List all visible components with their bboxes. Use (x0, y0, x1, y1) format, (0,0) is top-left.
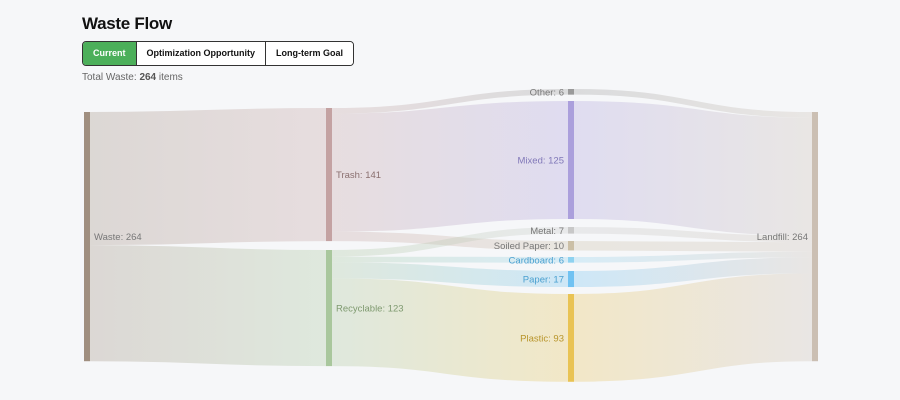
node-label-waste: Waste: 264 (94, 232, 142, 243)
link-mixed-landfill (573, 101, 813, 236)
node-cardboard (568, 257, 574, 263)
view-tabs: Current Optimization Opportunity Long-te… (82, 41, 355, 66)
link-cardboard-landfill (573, 251, 813, 263)
link-trash-mixed (331, 101, 569, 232)
node-soiled (568, 241, 574, 251)
links (89, 89, 813, 382)
tab-optimization-opportunity[interactable]: Optimization Opportunity (135, 42, 266, 65)
link-recyclable-plastic (331, 278, 569, 382)
link-plastic-landfill (573, 273, 813, 382)
tab-current[interactable]: Current (83, 42, 136, 65)
total-label: Total Waste: (82, 72, 137, 83)
total-value: 264 (139, 72, 157, 83)
link-paper-landfill (573, 257, 813, 288)
node-label-landfill: Landfill: 264 (757, 232, 808, 243)
node-waste (84, 112, 90, 362)
link-soiled-landfill (573, 241, 813, 252)
node-label-trash: Trash: 141 (336, 170, 381, 181)
link-waste-trash (89, 108, 327, 246)
node-mixed (568, 101, 574, 219)
nodes: Waste: 264 Trash: 141 Recyclable: 123 Other… (84, 87, 818, 382)
node-label-plastic: Plastic: 93 (520, 333, 564, 344)
node-label-paper: Paper: 17 (523, 275, 564, 286)
link-other-landfill (573, 89, 813, 118)
node-label-metal: Metal: 7 (530, 226, 564, 237)
node-label-soiled: Soiled Paper: 10 (494, 241, 564, 252)
node-landfill (812, 112, 818, 362)
link-waste-recyclable (89, 245, 327, 367)
total-unit: items (158, 72, 183, 83)
link-metal-landfill (573, 227, 813, 243)
node-other (568, 89, 574, 95)
page-title: Waste Flow (82, 14, 172, 33)
node-label-other: Other: 6 (530, 87, 564, 98)
node-label-mixed: Mixed: 125 (518, 156, 564, 167)
node-paper (568, 271, 574, 288)
total-waste: Total Waste: 264 items (82, 72, 183, 83)
link-trash-other (331, 89, 569, 114)
tab-long-term-goal[interactable]: Long-term Goal (265, 42, 354, 65)
node-trash (326, 108, 332, 242)
node-recyclable (326, 250, 332, 367)
node-label-recyclable: Recyclable: 123 (336, 304, 404, 315)
node-metal (568, 227, 574, 234)
node-plastic (568, 294, 574, 382)
node-label-cardboard: Cardboard: 6 (509, 255, 564, 266)
link-recyclable-metal (331, 227, 569, 257)
link-recyclable-paper (331, 262, 569, 288)
